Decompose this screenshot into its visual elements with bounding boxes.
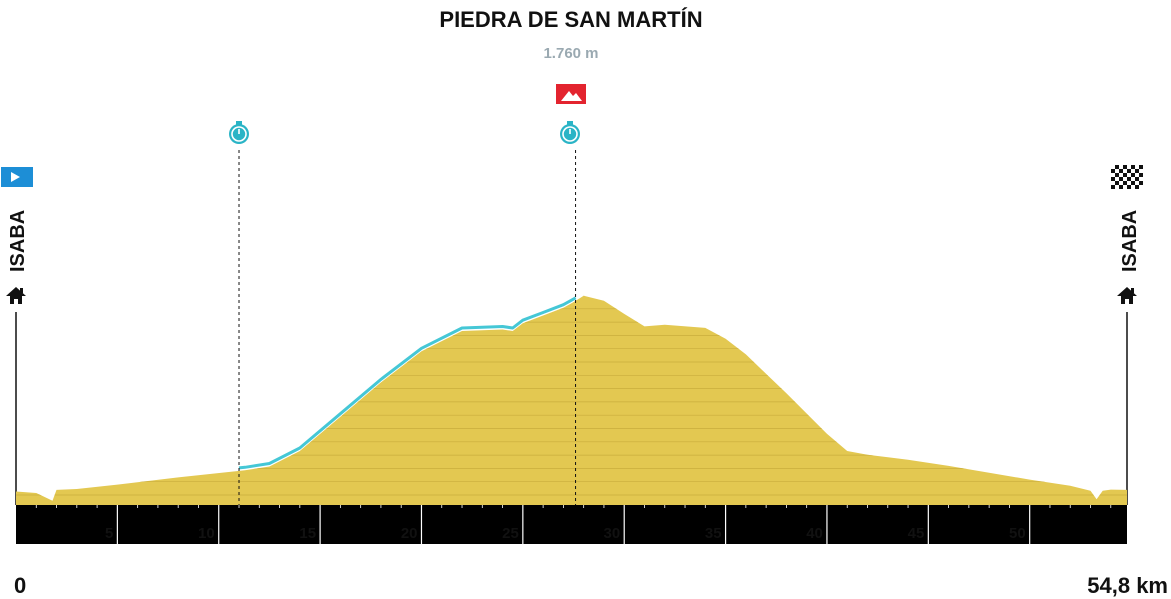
marker-layer — [238, 150, 577, 505]
checker-square — [1119, 173, 1123, 177]
checker-square — [1131, 177, 1135, 181]
start-town-label: ISABA — [7, 210, 29, 272]
tick-label: 40 — [806, 525, 823, 542]
checker-square — [1127, 165, 1131, 169]
checker-square — [1111, 173, 1115, 177]
elevation-area — [16, 295, 1127, 505]
checker-square — [1123, 177, 1127, 181]
tick-label: 45 — [908, 525, 925, 542]
mountain-flag-icon — [556, 84, 586, 104]
tick-label: 10 — [198, 525, 215, 542]
tick-label: 20 — [401, 525, 418, 542]
checker-square — [1119, 165, 1123, 169]
stopwatch-icon — [229, 121, 249, 144]
checker-square — [1123, 169, 1127, 173]
tick-label: 35 — [705, 525, 722, 542]
checker-square — [1115, 177, 1119, 181]
km-axis: 5 10 15 20 25 30 35 40 45 50 — [16, 505, 1127, 544]
checker-square — [1135, 181, 1139, 185]
checker-square — [1127, 181, 1131, 185]
summit-elevation: 1.760 m — [543, 45, 598, 62]
checker-square — [1119, 181, 1123, 185]
checkered-flag-icon — [1111, 165, 1143, 189]
axis-band — [16, 505, 1127, 544]
checker-square — [1139, 177, 1143, 181]
checker-square — [1115, 185, 1119, 189]
profile-layer — [16, 295, 1127, 505]
stopwatch-icon — [560, 121, 580, 144]
finish-town-label: ISABA — [1119, 210, 1141, 272]
tick-label: 15 — [299, 525, 316, 542]
checker-square — [1115, 169, 1119, 173]
tick-label: 30 — [604, 525, 621, 542]
checker-square — [1135, 165, 1139, 169]
chart-title: PIEDRA DE SAN MARTÍN — [439, 7, 702, 32]
home-icon — [6, 287, 26, 304]
home-icon — [1117, 287, 1137, 304]
checker-square — [1123, 185, 1127, 189]
checker-square — [1111, 165, 1115, 169]
end-km-label: 54,8 km — [1087, 573, 1168, 598]
tick-label: 25 — [502, 525, 519, 542]
checker-square — [1111, 181, 1115, 185]
checker-square — [1131, 185, 1135, 189]
checker-square — [1139, 169, 1143, 173]
start-km-label: 0 — [14, 573, 26, 598]
checker-square — [1139, 185, 1143, 189]
tick-label: 5 — [105, 525, 113, 542]
checker-square — [1127, 173, 1131, 177]
checker-square — [1131, 169, 1135, 173]
tick-label: 50 — [1009, 525, 1026, 542]
start-flag-icon — [1, 167, 33, 187]
timed-climb-line — [238, 296, 577, 470]
checker-square — [1135, 173, 1139, 177]
